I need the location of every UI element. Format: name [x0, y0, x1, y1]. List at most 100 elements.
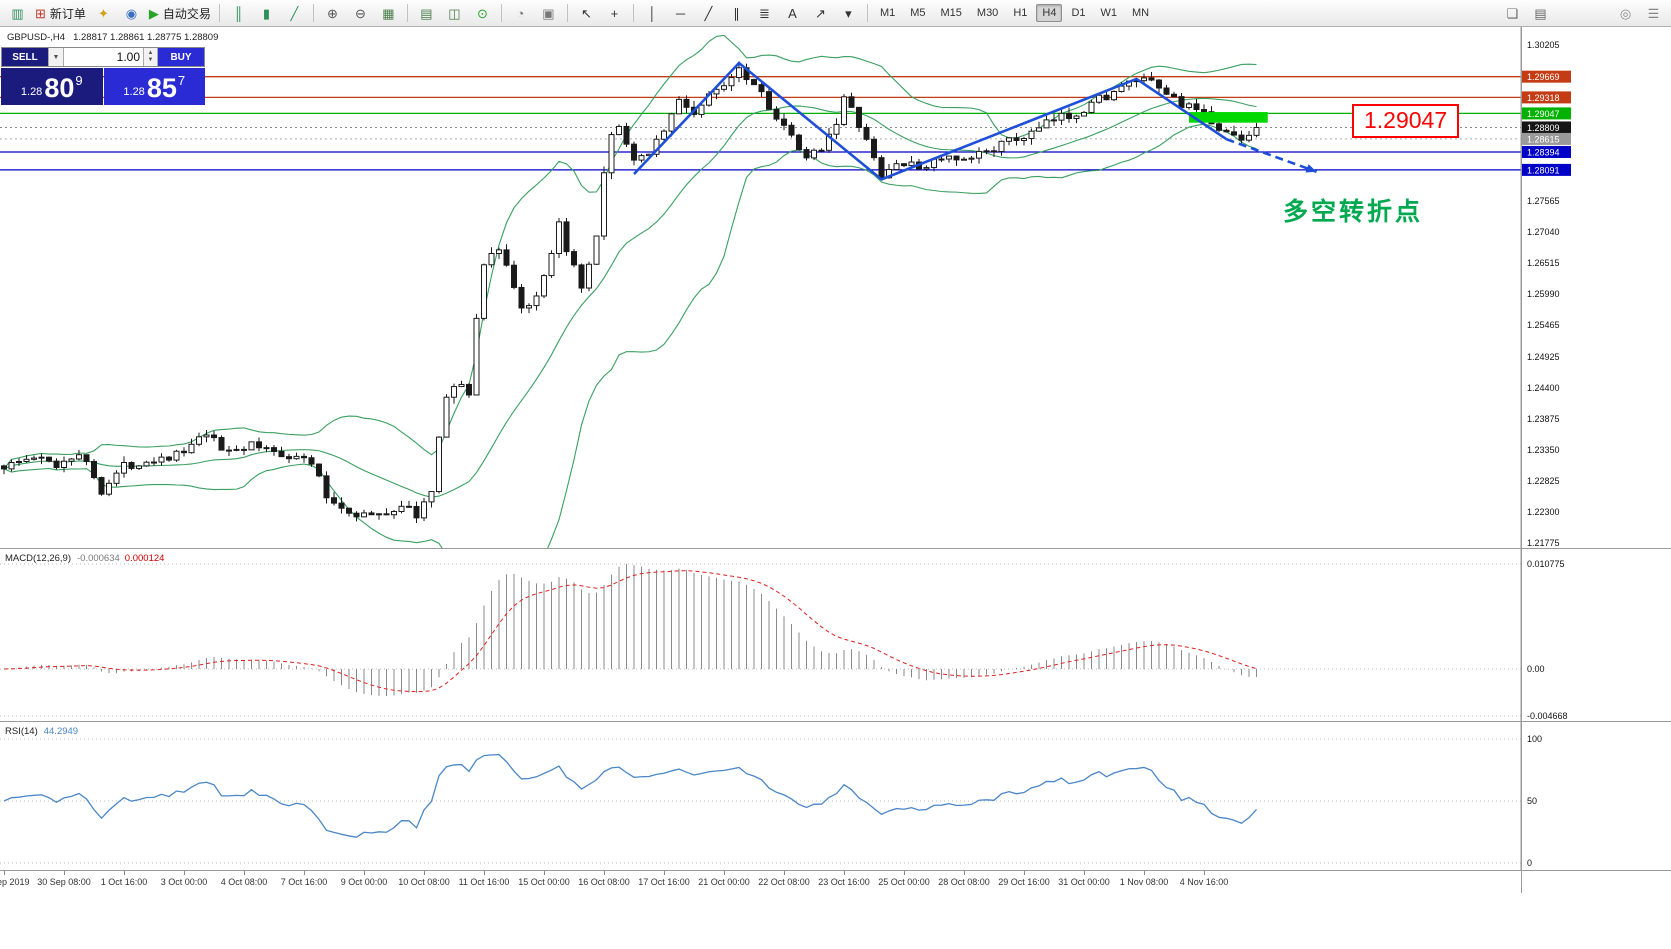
- time-label: 15 Oct 00:00: [518, 877, 570, 887]
- time-tick: [1204, 871, 1205, 875]
- vertical-line-icon: │: [648, 5, 657, 21]
- price-scale-divider: [1521, 27, 1522, 893]
- crosshair-icon: +: [610, 5, 619, 21]
- svg-text:1.24925: 1.24925: [1527, 352, 1560, 362]
- price-chart-canvas[interactable]: 1.30205 1.27565 1.27040 1.26515 1.25990 1.254…: [0, 27, 1671, 548]
- svg-text:1.28394: 1.28394: [1527, 147, 1560, 157]
- time-tick: [244, 871, 245, 875]
- templates-icon[interactable]: ▣: [535, 3, 562, 24]
- cascade-windows-icon: ▤: [420, 5, 433, 21]
- svg-text:1.25990: 1.25990: [1527, 289, 1560, 299]
- volume-dropdown[interactable]: ▼: [48, 48, 64, 66]
- stepper-down-icon: ▼: [147, 57, 154, 63]
- turning-point-annotation[interactable]: 多空转折点: [1283, 198, 1424, 226]
- price-callout[interactable]: 1.29047: [1352, 104, 1460, 138]
- alert-sound-icon[interactable]: ✦: [90, 3, 117, 24]
- zigzag-trendline[interactable]: [633, 61, 1317, 181]
- new-chart-icon[interactable]: ❏: [1499, 3, 1526, 24]
- indicators-icon[interactable]: ⊙: [469, 3, 496, 24]
- rsi-line: [3, 753, 1257, 838]
- arrow-tool-icon[interactable]: ↗: [807, 3, 834, 24]
- time-label: 25 Oct 00:00: [878, 877, 930, 887]
- time-tick: [544, 871, 545, 875]
- shapes-dropdown[interactable]: ▾: [835, 3, 862, 24]
- timeframe-button-H1[interactable]: H1: [1013, 7, 1028, 19]
- settings-icon[interactable]: ☰: [1640, 3, 1667, 24]
- arrange-windows-icon: ◫: [448, 5, 461, 21]
- sell-price-button[interactable]: 1.28 80 9: [1, 68, 103, 105]
- chart-profiles-icon[interactable]: ▤: [1527, 3, 1554, 24]
- channel-icon[interactable]: ∥: [723, 3, 750, 24]
- line-chart-type-icon: ╱: [290, 5, 299, 21]
- timeframe-button-M5[interactable]: M5: [910, 7, 926, 19]
- time-label: 17 Oct 16:00: [638, 877, 690, 887]
- toolbar-separator: [406, 4, 408, 22]
- svg-text:1.29669: 1.29669: [1527, 72, 1560, 82]
- help-icon[interactable]: ◎: [1612, 3, 1639, 24]
- zoom-out-icon[interactable]: ⊖: [347, 3, 374, 24]
- vertical-line-icon[interactable]: │: [639, 3, 666, 24]
- svg-text:1.23875: 1.23875: [1527, 414, 1560, 424]
- line-chart-type-icon[interactable]: ╱: [281, 3, 308, 24]
- highlight-zone[interactable]: [1189, 112, 1268, 123]
- crosshair-icon[interactable]: +: [601, 3, 628, 24]
- new-order-button[interactable]: ⊞ 新订单: [32, 3, 89, 24]
- time-label: 28 Oct 08:00: [938, 877, 990, 887]
- chart-shortcut-icon[interactable]: ▥: [4, 3, 31, 24]
- autotrading-button: ▶: [148, 5, 159, 21]
- candles-chart-type-icon[interactable]: ▮: [253, 3, 280, 24]
- rsi-canvas[interactable]: 100 50 0: [0, 722, 1671, 870]
- horizontal-line-icon[interactable]: ─: [667, 3, 694, 24]
- fibonacci-icon[interactable]: ≣: [751, 3, 778, 24]
- timeframe-button-M30[interactable]: M30: [976, 7, 999, 19]
- text-tool-icon[interactable]: A: [779, 3, 806, 24]
- price-scale[interactable]: 1.30205 1.27565 1.27040 1.26515 1.25990 1.254…: [1522, 40, 1571, 548]
- volume-input[interactable]: [64, 48, 143, 66]
- ohlc-values: 1.28817 1.28861 1.28775 1.28809: [73, 32, 219, 43]
- timeframe-button-D1[interactable]: D1: [1071, 7, 1086, 19]
- timeframe-button-MN[interactable]: MN: [1132, 7, 1150, 19]
- fibonacci-icon: ≣: [758, 5, 770, 21]
- autotrading-button-label: 自动交易: [162, 6, 211, 21]
- arrange-windows-icon[interactable]: ◫: [441, 3, 468, 24]
- macd-canvas[interactable]: 0.010775 0.00 -0.004668: [0, 549, 1671, 721]
- horizontal-line-icon: ─: [675, 5, 686, 21]
- time-label: 30 Sep 08:00: [37, 877, 91, 887]
- bars-chart-type-icon[interactable]: ║: [225, 3, 252, 24]
- tile-windows-icon[interactable]: ▦: [375, 3, 402, 24]
- buy-price-button[interactable]: 1.28 85 7: [103, 68, 205, 105]
- cascade-windows-icon[interactable]: ▤: [413, 3, 440, 24]
- timeframe-button-W1[interactable]: W1: [1100, 7, 1118, 19]
- svg-text:-0.004668: -0.004668: [1527, 711, 1568, 721]
- timeframe-button-M1[interactable]: M1: [879, 7, 896, 19]
- cursor-icon[interactable]: ↖: [573, 3, 600, 24]
- time-tick: [364, 871, 365, 875]
- time-axis[interactable]: 27 Sep 2019 30 Sep 08:00 1 Oct 16:00 3 Oct …: [0, 870, 1671, 894]
- horizontal-levels: [0, 76, 1521, 171]
- zoom-in-icon[interactable]: ⊕: [319, 3, 346, 24]
- community-icon[interactable]: ◉: [118, 3, 145, 24]
- volume-stepper[interactable]: ▲ ▼: [143, 48, 158, 66]
- buy-button[interactable]: BUY: [158, 48, 204, 66]
- alert-sound-icon: ✦: [97, 5, 109, 21]
- autotrading-button[interactable]: ▶ 自动交易: [146, 3, 214, 24]
- sell-button[interactable]: SELL: [2, 48, 48, 66]
- timeframe-button-M15[interactable]: M15: [940, 7, 962, 19]
- time-tick: [304, 871, 305, 875]
- candles: [1, 61, 1260, 524]
- time-label: 16 Oct 08:00: [578, 877, 630, 887]
- time-label: 27 Sep 2019: [0, 877, 30, 887]
- macd-histogram: [11, 564, 1257, 696]
- period-icon[interactable]: ◔: [507, 3, 534, 24]
- time-tick: [664, 871, 665, 875]
- chevron-down-icon: ▼: [52, 53, 60, 61]
- time-tick: [424, 871, 425, 875]
- help-icon: ◎: [1619, 5, 1632, 21]
- svg-text:0.00: 0.00: [1527, 664, 1545, 674]
- channel-icon: ∥: [733, 5, 740, 21]
- macd-signal-line: [3, 570, 1257, 693]
- chart-shortcut-icon: ▥: [11, 5, 24, 21]
- timeframe-button-H4[interactable]: H4: [1036, 4, 1063, 22]
- trendline-icon[interactable]: ╱: [695, 3, 722, 24]
- time-label: 9 Oct 00:00: [340, 877, 388, 887]
